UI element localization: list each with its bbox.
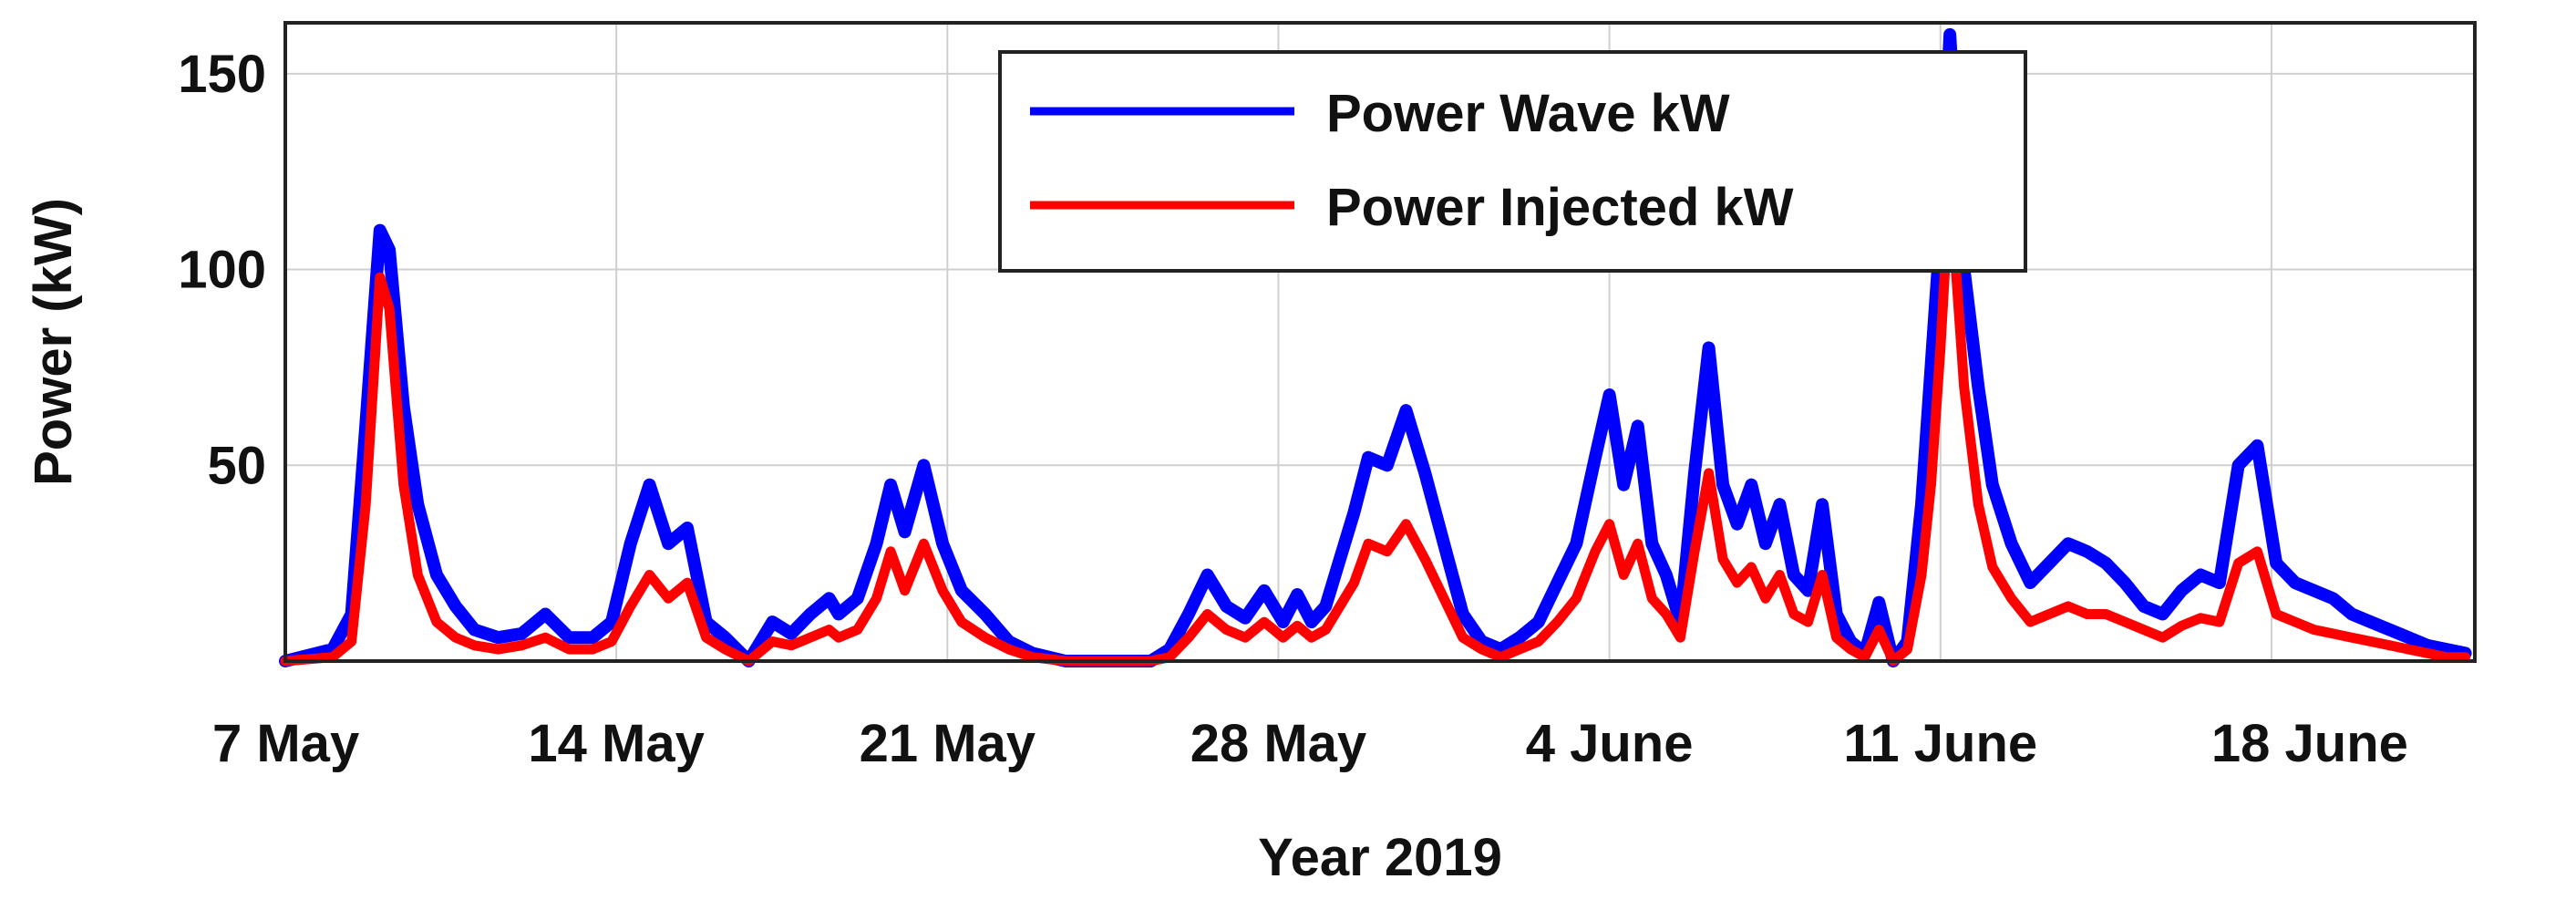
x-tick-label: 7 May bbox=[212, 714, 359, 773]
series-line-power-injected bbox=[280, 178, 2471, 667]
x-tick-label: 18 June bbox=[2211, 714, 2408, 773]
legend-label-power-wave: Power Wave kW bbox=[1326, 84, 1730, 143]
y-tick-label: 100 bbox=[178, 241, 266, 300]
legend-label-power-injected: Power Injected kW bbox=[1326, 178, 1794, 237]
y-axis-label: Power (kW) bbox=[24, 198, 83, 486]
y-tick-label: 150 bbox=[178, 45, 266, 104]
x-tick-label: 21 May bbox=[860, 714, 1036, 773]
x-tick-label: 4 June bbox=[1526, 714, 1694, 773]
y-tick-label: 50 bbox=[207, 436, 266, 495]
ticks-layer: 7 May 14 May 21 May 28 May 4 June 11 June 18 J… bbox=[178, 45, 2408, 773]
x-axis-label: Year 2019 bbox=[1258, 828, 1502, 887]
x-tick-label: 11 June bbox=[1843, 714, 2037, 773]
legend-box bbox=[998, 50, 2027, 273]
plot-frame bbox=[283, 21, 2477, 663]
legend: Power Wave kW Power Injected kW bbox=[998, 50, 2027, 273]
x-tick-label: 28 May bbox=[1190, 714, 1366, 773]
series-line-power-wave bbox=[279, 27, 2472, 667]
series-layer bbox=[279, 27, 2472, 667]
x-tick-label: 14 May bbox=[528, 714, 704, 773]
